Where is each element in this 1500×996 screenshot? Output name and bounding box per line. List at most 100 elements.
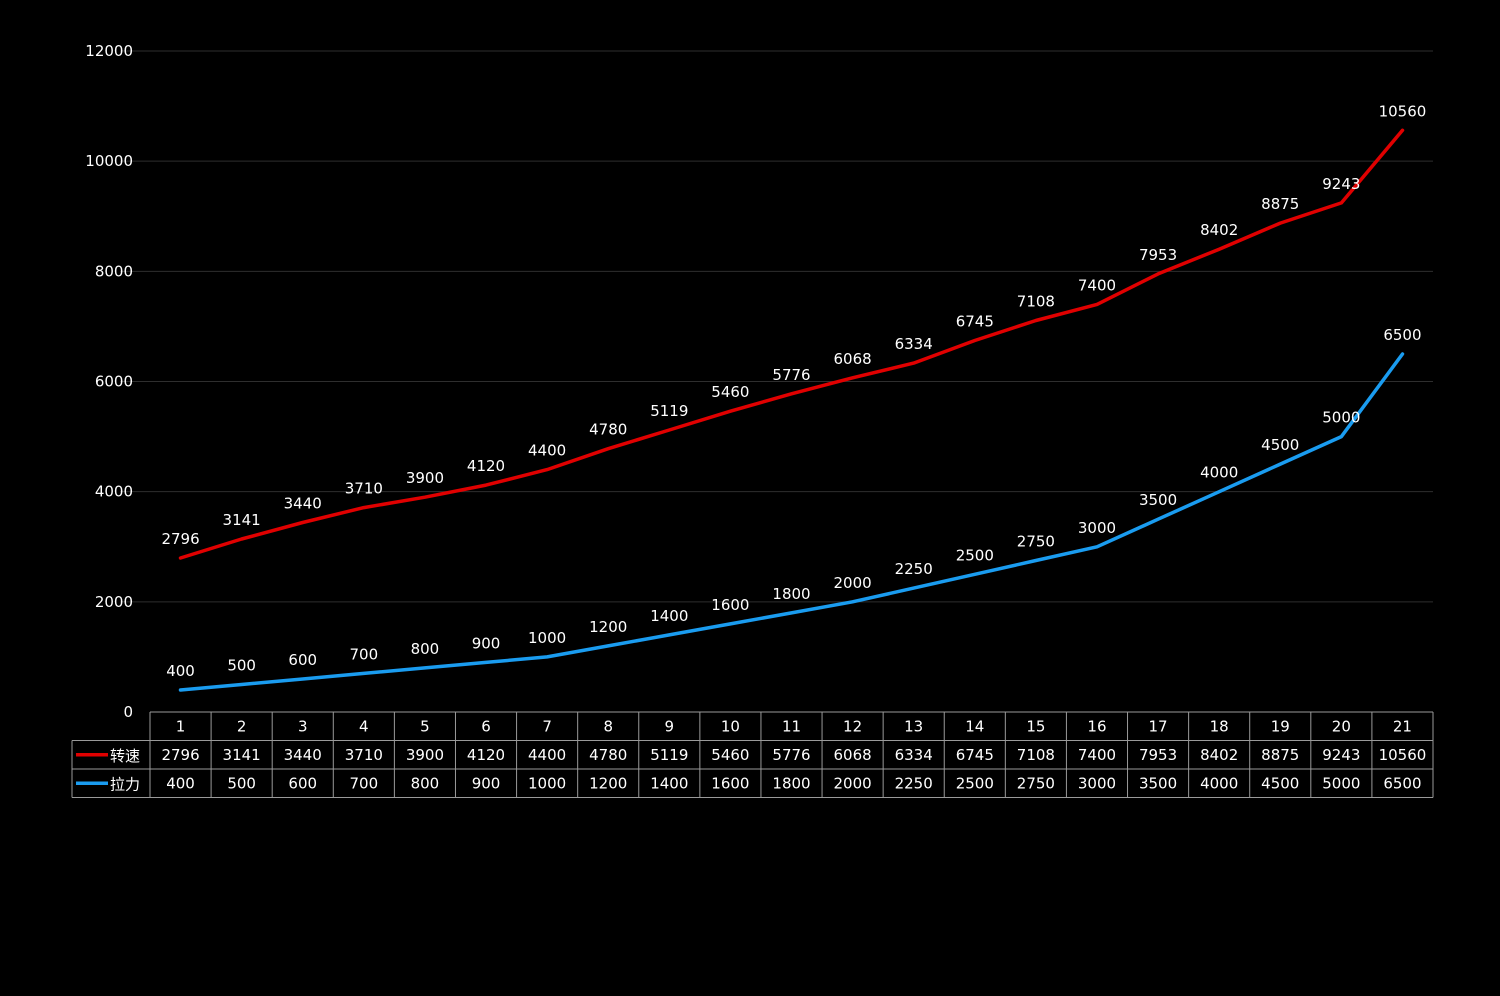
data-label: 5119: [650, 402, 688, 420]
data-label: 6500: [1383, 326, 1421, 344]
data-label: 600: [288, 651, 317, 669]
table-cell: 1800: [772, 774, 810, 792]
data-label: 9243: [1322, 175, 1360, 193]
y-tick-label: 4000: [95, 483, 133, 501]
table-cell: 3500: [1139, 774, 1177, 792]
data-label: 400: [166, 662, 195, 680]
table-cell: 600: [288, 774, 317, 792]
data-label: 900: [472, 634, 501, 652]
grid-lines: [120, 50, 1433, 603]
data-label: 1200: [589, 618, 627, 636]
x-tick-label: 21: [1393, 717, 1412, 735]
data-label: 5776: [772, 366, 810, 384]
data-label: 3500: [1139, 491, 1177, 509]
table-cell: 7108: [1017, 746, 1055, 764]
data-label: 2750: [1017, 533, 1055, 551]
data-label: 3440: [284, 495, 322, 513]
table-cell: 4780: [589, 746, 627, 764]
x-tick-label: 20: [1332, 717, 1351, 735]
table-cell: 8402: [1200, 746, 1238, 764]
table-cell: 500: [227, 774, 256, 792]
x-tick-label: 16: [1087, 717, 1106, 735]
table-cell: 1200: [589, 774, 627, 792]
x-tick-label: 10: [721, 717, 740, 735]
table-cell: 10560: [1379, 746, 1427, 764]
x-tick-label: 12: [843, 717, 862, 735]
x-tick-label: 2: [237, 717, 247, 735]
x-tick-label: 15: [1026, 717, 1045, 735]
x-tick-label: 1: [176, 717, 186, 735]
data-label: 1000: [528, 629, 566, 647]
x-tick-label: 8: [603, 717, 613, 735]
table-cell: 4400: [528, 746, 566, 764]
table-cell: 4000: [1200, 774, 1238, 792]
data-label: 5000: [1322, 409, 1360, 427]
table-cell: 1400: [650, 774, 688, 792]
data-label: 7400: [1078, 276, 1116, 294]
x-tick-label: 3: [298, 717, 308, 735]
table-cell: 400: [166, 774, 195, 792]
data-label: 3900: [406, 469, 444, 487]
data-label: 2250: [895, 560, 933, 578]
data-label: 700: [350, 645, 379, 663]
table-cell: 3440: [284, 746, 322, 764]
series-lines: [178, 128, 1405, 692]
data-label: 7108: [1017, 292, 1055, 310]
data-label: 3141: [223, 511, 261, 529]
x-tick-label: 5: [420, 717, 430, 735]
data-label: 500: [227, 656, 256, 674]
x-tick-label: 11: [782, 717, 801, 735]
table-cell: 7400: [1078, 746, 1116, 764]
data-label: 8402: [1200, 221, 1238, 239]
table-cell: 1600: [711, 774, 749, 792]
table-cell: 700: [350, 774, 379, 792]
y-tick-label: 6000: [95, 373, 133, 391]
data-label: 6068: [834, 350, 872, 368]
y-axis-tick-labels: 0 2000 4000 6000 8000 10000 12000: [85, 42, 133, 721]
table-cell: 6745: [956, 746, 994, 764]
data-label: 3710: [345, 480, 383, 498]
table-cell: 7953: [1139, 746, 1177, 764]
table-cell: 6068: [834, 746, 872, 764]
table-cell: 2500: [956, 774, 994, 792]
data-label: 2000: [834, 574, 872, 592]
series-line-1: [178, 128, 1405, 560]
table-cell: 3141: [223, 746, 261, 764]
data-label: 3000: [1078, 519, 1116, 537]
data-label: 6745: [956, 312, 994, 330]
y-tick-label: 0: [123, 703, 133, 721]
table-cell: 2796: [161, 746, 199, 764]
table-cell: 4120: [467, 746, 505, 764]
series-line-2: [178, 352, 1405, 692]
x-tick-label: 4: [359, 717, 369, 735]
x-tick-label: 9: [665, 717, 675, 735]
x-tick-label: 14: [965, 717, 984, 735]
data-label: 4120: [467, 457, 505, 475]
y-tick-label: 12000: [85, 42, 133, 60]
data-labels: 2796 3141 3440 3710 3900 4120 4400 4780 5119 5460…: [161, 102, 1426, 680]
table-cell: 9243: [1322, 746, 1360, 764]
x-tick-label: 18: [1210, 717, 1229, 735]
x-tick-label: 7: [542, 717, 552, 735]
data-label: 1400: [650, 607, 688, 625]
x-tick-label: 17: [1149, 717, 1168, 735]
data-label: 10560: [1379, 102, 1427, 120]
x-tick-label: 19: [1271, 717, 1290, 735]
table-cell: 900: [472, 774, 501, 792]
table-cell: 5119: [650, 746, 688, 764]
data-label: 5460: [711, 383, 749, 401]
data-label: 2500: [956, 546, 994, 564]
data-label: 7953: [1139, 246, 1177, 264]
table-cell: 2250: [895, 774, 933, 792]
table-cell: 800: [411, 774, 440, 792]
y-tick-label: 8000: [95, 262, 133, 280]
data-label: 4000: [1200, 464, 1238, 482]
data-label: 2796: [161, 530, 199, 548]
legend-label: 转速: [110, 747, 140, 765]
table-cell: 3900: [406, 746, 444, 764]
table-cell: 4500: [1261, 774, 1299, 792]
legend-label: 拉力: [110, 775, 140, 793]
table-cell: 6500: [1383, 774, 1421, 792]
